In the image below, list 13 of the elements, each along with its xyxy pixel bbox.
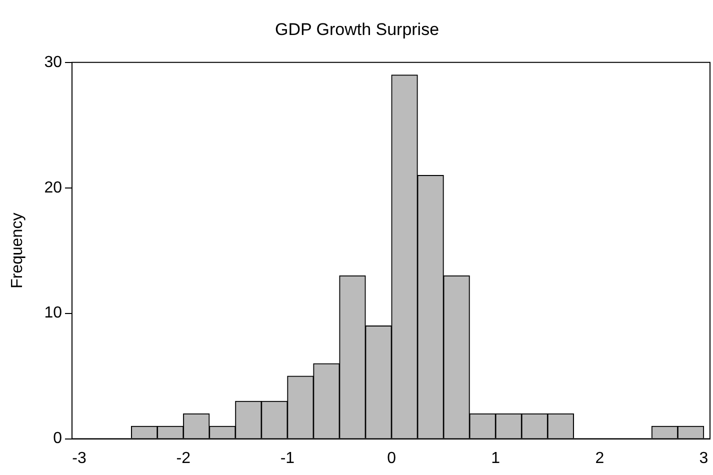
x-tick-label: 3 — [699, 450, 708, 467]
y-axis-title: Frequency — [9, 212, 26, 288]
x-tick-label: -2 — [176, 450, 191, 467]
x-tick-label: 1 — [491, 450, 500, 467]
x-tick-label: -3 — [72, 450, 86, 467]
chart-title: GDP Growth Surprise — [274, 20, 440, 39]
y-tick-label: 0 — [53, 430, 62, 448]
y-tick-label: 30 — [44, 54, 62, 71]
x-tick-label: 2 — [595, 450, 604, 467]
y-tick-label: 20 — [44, 179, 62, 196]
y-tick-label: 10 — [44, 304, 62, 322]
x-tick-label: -1 — [280, 450, 295, 467]
x-tick-label: 0 — [387, 450, 396, 467]
